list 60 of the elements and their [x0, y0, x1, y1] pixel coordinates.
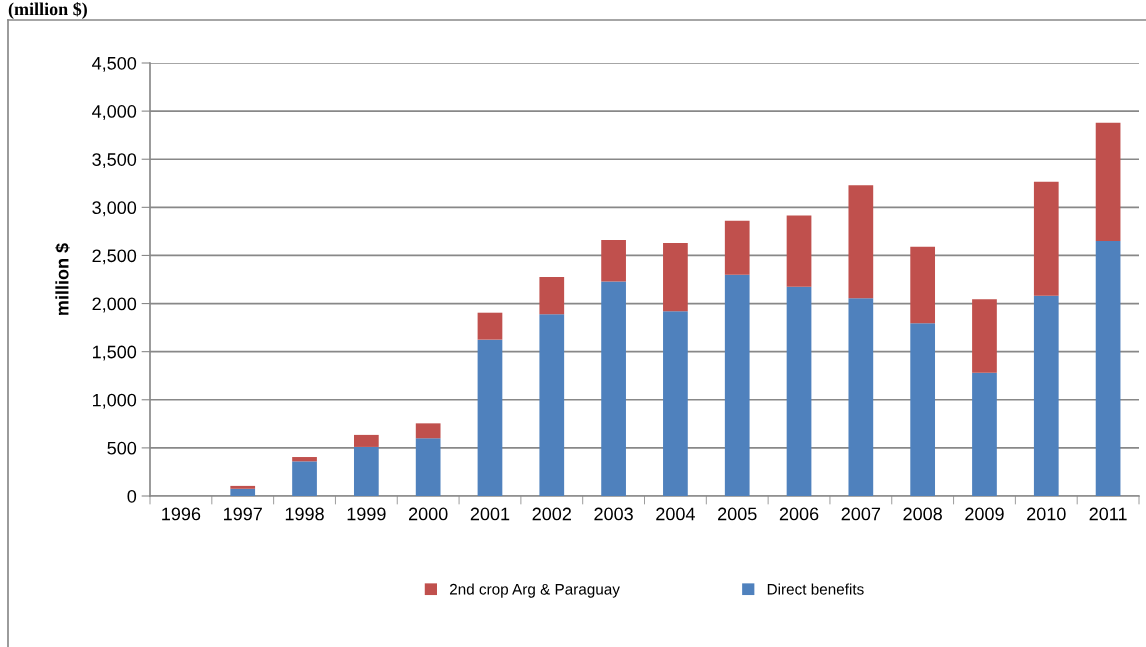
bar: [415, 438, 441, 496]
bar: [786, 215, 812, 287]
y-tick-label: 4,500: [92, 56, 137, 72]
bar: [972, 299, 997, 373]
bar: [848, 298, 874, 496]
bar: [601, 281, 626, 496]
y-tick-label: 4,000: [92, 105, 137, 120]
bar: [972, 372, 997, 496]
bar: [230, 485, 256, 489]
y-tick-label: 3,500: [92, 153, 137, 169]
bar: [539, 314, 565, 496]
bar: [848, 185, 874, 299]
bar: [663, 311, 688, 496]
bar: [292, 461, 317, 496]
bar: [910, 246, 936, 324]
x-tick-label: 2010: [1027, 507, 1066, 521]
bar: [477, 312, 503, 340]
x-tick-label: 1999: [347, 507, 386, 521]
x-tick-label: 1997: [224, 507, 262, 521]
x-tick-label: 1998: [285, 507, 324, 521]
bar: [1095, 241, 1121, 496]
bar: [724, 220, 750, 275]
bar: [1095, 122, 1121, 242]
y-axis-title: million $: [55, 243, 70, 315]
bar: [1033, 181, 1059, 296]
y-tick-label: 1,500: [93, 345, 137, 361]
bar: [539, 277, 565, 315]
bar: [663, 242, 688, 312]
legend-label: Direct benefits: [767, 583, 864, 595]
y-tick-label: 0: [127, 489, 137, 503]
y-tick-label: 1,000: [93, 393, 137, 409]
y-tick-label: 3,000: [92, 201, 137, 217]
x-tick-label: 2001: [470, 507, 510, 521]
legend-label: 2nd crop Arg & Paraguay: [449, 583, 620, 598]
bar: [230, 488, 256, 496]
x-tick-label: 1996: [162, 507, 201, 521]
bar: [415, 423, 441, 439]
x-tick-label: 2008: [903, 507, 942, 521]
bar: [601, 240, 626, 282]
bar: [353, 446, 379, 496]
x-tick-label: 2002: [532, 507, 571, 521]
bar: [786, 286, 812, 496]
x-tick-label: 2004: [656, 507, 695, 521]
bar: [353, 434, 379, 447]
bar: [910, 323, 936, 496]
x-tick-label: 2009: [965, 507, 1004, 521]
x-tick-label: 2006: [779, 507, 819, 521]
bar: [1033, 295, 1059, 496]
x-tick-label: 2011: [1089, 507, 1127, 521]
bar: [724, 274, 750, 496]
bar: [292, 457, 317, 462]
bar: [477, 339, 503, 496]
y-tick-label: 2,500: [92, 249, 137, 265]
x-tick-label: 2007: [841, 507, 881, 521]
y-tick-label: 2,000: [92, 297, 137, 313]
y-tick-label: 500: [107, 441, 137, 455]
x-tick-label: 2000: [408, 507, 448, 521]
x-tick-label: 2005: [718, 507, 757, 521]
chart-title: (million $): [8, 2, 87, 19]
x-tick-label: 2003: [594, 507, 633, 521]
